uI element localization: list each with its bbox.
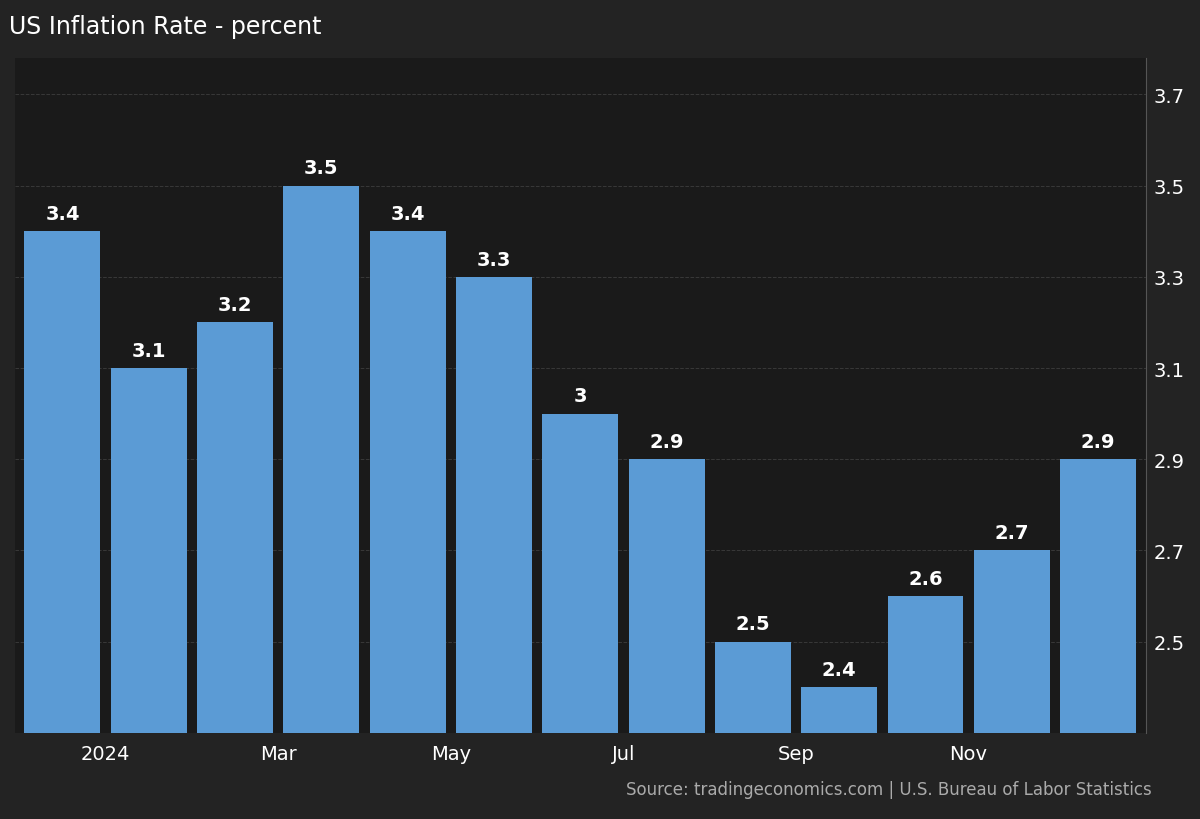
Text: 2.9: 2.9 [649, 432, 684, 451]
Bar [110, 369, 187, 819]
Text: 2.7: 2.7 [995, 523, 1030, 543]
Text: 3.3: 3.3 [476, 251, 511, 269]
Text: 3.4: 3.4 [390, 205, 425, 224]
Bar [24, 232, 101, 819]
Bar [283, 187, 359, 819]
Text: 3.1: 3.1 [132, 342, 166, 360]
Text: US Inflation Rate - percent: US Inflation Rate - percent [10, 15, 322, 39]
Bar [629, 459, 704, 819]
Bar [1060, 459, 1136, 819]
Bar [974, 551, 1050, 819]
Bar [370, 232, 445, 819]
Bar [542, 414, 618, 819]
Text: 3.4: 3.4 [46, 205, 79, 224]
Text: 2.6: 2.6 [908, 569, 943, 588]
Text: Source: tradingeconomics.com | U.S. Bureau of Labor Statistics: Source: tradingeconomics.com | U.S. Bure… [626, 781, 1152, 799]
Text: 2.9: 2.9 [1081, 432, 1115, 451]
Bar [802, 687, 877, 819]
Text: 2.5: 2.5 [736, 615, 770, 634]
Bar [197, 323, 274, 819]
Text: 3.2: 3.2 [218, 296, 252, 314]
Text: 2.4: 2.4 [822, 660, 857, 679]
Text: 3.5: 3.5 [304, 159, 338, 179]
Text: 3: 3 [574, 387, 587, 406]
Bar [888, 596, 964, 819]
Bar [715, 642, 791, 819]
Bar [456, 278, 532, 819]
